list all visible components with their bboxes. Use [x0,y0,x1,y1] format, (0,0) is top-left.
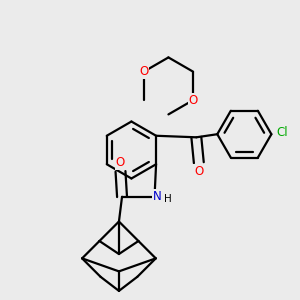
Text: H: H [164,194,171,204]
Text: O: O [139,65,148,78]
Text: O: O [194,165,203,178]
Text: O: O [116,156,125,169]
Text: O: O [188,94,198,107]
Text: Cl: Cl [276,126,288,139]
Text: N: N [153,190,162,203]
